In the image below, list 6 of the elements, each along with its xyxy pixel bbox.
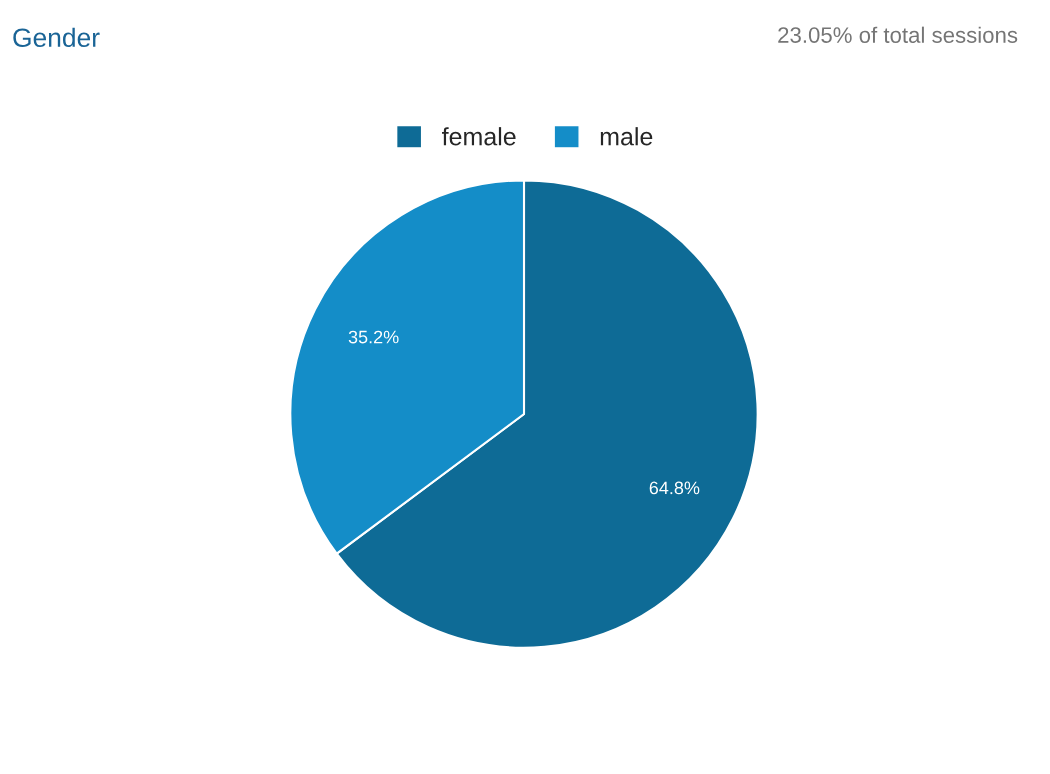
text: 23.05% of total sessions bbox=[778, 26, 1018, 43]
legend-label: male bbox=[600, 127, 653, 146]
text: Gender bbox=[13, 27, 100, 48]
legend-label: female bbox=[442, 127, 516, 146]
data-label: 35.2% bbox=[348, 330, 399, 344]
data-label: 64.8% bbox=[649, 481, 700, 495]
